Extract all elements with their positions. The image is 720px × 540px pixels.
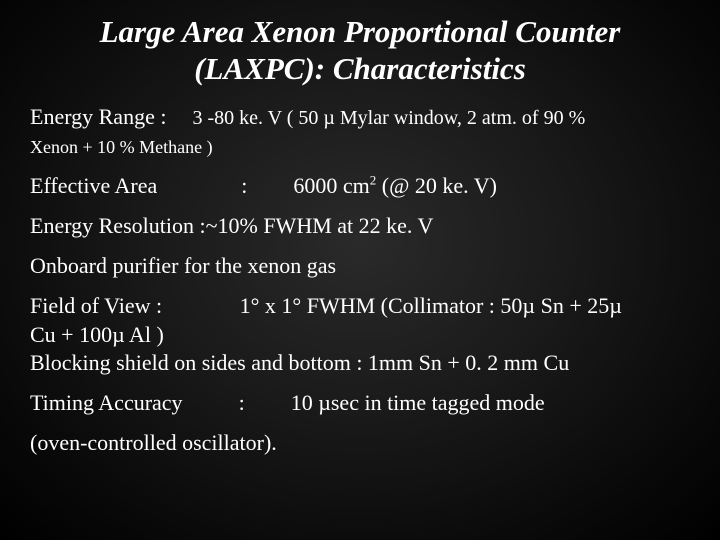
purifier-text: Onboard purifier for the xenon gas — [30, 253, 336, 278]
energy-value: 3 -80 ke. V ( 50 µ Mylar window, 2 atm. … — [192, 107, 585, 129]
row-energy-range: Energy Range : 3 -80 ke. V ( 50 µ Mylar … — [30, 103, 690, 160]
timing-value: 10 µsec in time tagged mode — [291, 390, 545, 415]
row-effective-area: Effective Area:6000 cm2 (@ 20 ke. V) — [30, 172, 690, 200]
energy-sub: Xenon + 10 % Methane ) — [30, 137, 213, 157]
row-purifier: Onboard purifier for the xenon gas — [30, 252, 690, 280]
row-timing-accuracy: Timing Accuracy: 10 µsec in time tagged m… — [30, 389, 690, 417]
energy-label: Energy Range : — [30, 103, 166, 131]
row-energy-resolution: Energy Resolution : ~10% FWHM at 22 ke. … — [30, 212, 690, 240]
timing-colon: : — [239, 390, 245, 415]
area-value-pre: 6000 cm — [293, 173, 369, 198]
slide-root: Large Area Xenon Proportional Counter (L… — [0, 0, 720, 540]
row-field-of-view: Field of View : 1° x 1° FWHM (Collimator… — [30, 292, 690, 376]
area-value-post: (@ 20 ke. V) — [376, 173, 497, 198]
fov-line2: Cu + 100µ Al ) — [30, 322, 164, 347]
fov-value1: 1° x 1° FWHM (Collimator : 50µ Sn + 25µ — [240, 293, 622, 318]
slide-title: Large Area Xenon Proportional Counter (L… — [30, 14, 690, 87]
res-label: Energy Resolution : — [30, 212, 206, 240]
timing-label: Timing Accuracy — [30, 389, 183, 417]
row-oscillator: (oven-controlled oscillator). — [30, 429, 690, 457]
osc-text: (oven-controlled oscillator). — [30, 430, 277, 455]
area-colon: : — [241, 173, 247, 198]
area-label: Effective Area — [30, 172, 157, 200]
fov-line3: Blocking shield on sides and bottom : 1m… — [30, 350, 569, 375]
res-value: ~10% FWHM at 22 ke. V — [206, 213, 434, 238]
fov-label: Field of View : — [30, 293, 168, 318]
